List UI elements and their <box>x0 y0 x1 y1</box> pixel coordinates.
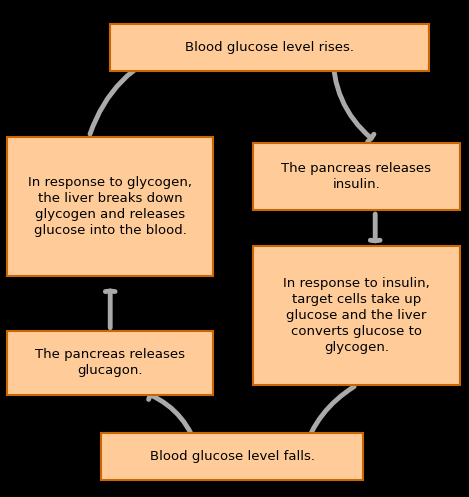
FancyBboxPatch shape <box>101 432 363 480</box>
Text: In response to insulin,
target cells take up
glucose and the liver
converts gluc: In response to insulin, target cells tak… <box>283 277 430 354</box>
Text: In response to glycogen,
the liver breaks down
glycogen and releases
glucose int: In response to glycogen, the liver break… <box>28 176 192 237</box>
FancyBboxPatch shape <box>253 246 460 385</box>
Text: Blood glucose level falls.: Blood glucose level falls. <box>150 450 315 463</box>
Text: The pancreas releases
glucagon.: The pancreas releases glucagon. <box>35 348 185 377</box>
Text: Blood glucose level rises.: Blood glucose level rises. <box>185 41 354 54</box>
FancyBboxPatch shape <box>253 143 460 210</box>
FancyBboxPatch shape <box>7 137 213 276</box>
Text: The pancreas releases
insulin.: The pancreas releases insulin. <box>281 162 431 191</box>
FancyBboxPatch shape <box>110 23 429 71</box>
FancyBboxPatch shape <box>7 331 213 395</box>
